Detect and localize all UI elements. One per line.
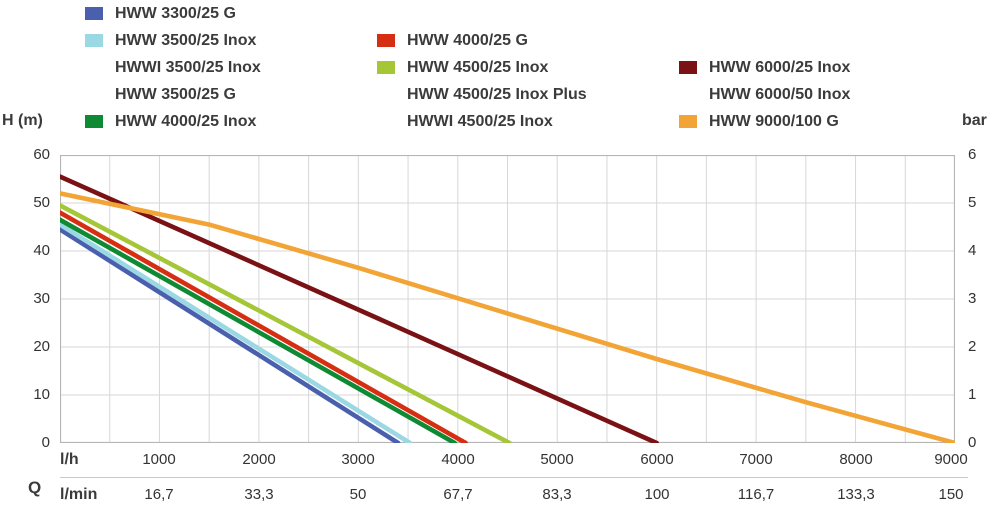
legend-swatch bbox=[85, 115, 103, 128]
legend-swatch bbox=[85, 7, 103, 20]
y-tick: 60 bbox=[33, 146, 50, 163]
y-tick: 2 bbox=[968, 338, 977, 355]
y-tick: 3 bbox=[968, 290, 977, 307]
legend-item: HWW 4000/25 Inox bbox=[85, 113, 256, 133]
legend-label: HWW 6000/25 Inox bbox=[709, 59, 851, 76]
x-tick-lmin: 100 bbox=[644, 486, 670, 503]
legend-swatch bbox=[679, 61, 697, 74]
x-tick-lmin: 83,3 bbox=[542, 486, 572, 503]
x-tick-lmin: 33,3 bbox=[244, 486, 274, 503]
legend-label: HWWI 4500/25 Inox bbox=[407, 113, 553, 130]
x-tick-lh: 4000 bbox=[441, 451, 475, 468]
legend-item: HWW 4500/25 Inox bbox=[377, 59, 548, 79]
legend-swatch bbox=[377, 61, 395, 74]
legend-swatch bbox=[85, 34, 103, 47]
x-tick-lh: 7000 bbox=[739, 451, 773, 468]
x-tick-lmin: 150 bbox=[938, 486, 964, 503]
legend-item: HWW 9000/100 G bbox=[679, 113, 839, 133]
series-line-hww-9000-100-g bbox=[60, 191, 955, 443]
series-line-hww-4000-25-g bbox=[60, 210, 469, 443]
legend-label: HWW 6000/50 Inox bbox=[709, 86, 851, 103]
legend-item: HWW 3500/25 Inox bbox=[85, 32, 256, 52]
legend-item: HWWI 4500/25 Inox bbox=[377, 113, 553, 133]
y-tick: 0 bbox=[41, 434, 50, 451]
series-line-hww-4000-25-inox bbox=[60, 217, 458, 443]
x-tick-lh: 3000 bbox=[341, 451, 375, 468]
y-tick: 40 bbox=[33, 242, 50, 259]
x-tick-lmin: 50 bbox=[349, 486, 367, 503]
legend-swatch bbox=[377, 34, 395, 47]
y-tick: 50 bbox=[33, 194, 50, 211]
legend-item: HWW 4000/25 G bbox=[377, 32, 528, 52]
series-line-hww-6000-25-inox bbox=[60, 174, 660, 443]
y-tick: 30 bbox=[33, 290, 50, 307]
x-tick-lh: 1000 bbox=[142, 451, 176, 468]
plot-area bbox=[60, 155, 955, 443]
legend-label: HWW 4000/25 G bbox=[407, 32, 528, 49]
legend-item: HWW 3300/25 G bbox=[85, 5, 236, 25]
y-tick: 20 bbox=[33, 338, 50, 355]
y-tick: 10 bbox=[33, 386, 50, 403]
legend-label: HWW 3500/25 Inox bbox=[115, 32, 257, 49]
legend-label: HWW 4000/25 Inox bbox=[115, 113, 257, 130]
series-line-hww-3500-25-inox bbox=[60, 222, 413, 443]
x-axis-unit-lmin: l/min bbox=[60, 486, 98, 503]
legend-item: HWW 4500/25 Inox Plus bbox=[377, 86, 587, 106]
legend-item: HWW 3500/25 G bbox=[85, 86, 236, 106]
y-tick: 4 bbox=[968, 242, 977, 259]
x-tick-lh: 5000 bbox=[540, 451, 574, 468]
x-axis-unit-lh: l/h bbox=[60, 451, 79, 468]
y-axis-right-title: bar bbox=[962, 112, 987, 129]
legend-label: HWW 3300/25 G bbox=[115, 5, 236, 22]
legend-item: HWW 6000/25 Inox bbox=[679, 59, 850, 79]
y-axis-left-title: H (m) bbox=[2, 112, 43, 129]
x-tick-lh: 8000 bbox=[839, 451, 873, 468]
legend-label: HWW 4500/25 Inox bbox=[407, 59, 549, 76]
y-tick: 0 bbox=[968, 434, 977, 451]
legend-label: HWW 4500/25 Inox Plus bbox=[407, 86, 587, 103]
x-tick-lh: 6000 bbox=[640, 451, 674, 468]
legend-item: HWW 6000/50 Inox bbox=[679, 86, 850, 106]
legend-label: HWW 9000/100 G bbox=[709, 113, 839, 130]
y-tick: 5 bbox=[968, 194, 977, 211]
y-tick: 6 bbox=[968, 146, 977, 163]
legend-item: HWWI 3500/25 Inox bbox=[85, 59, 261, 79]
legend-swatch bbox=[679, 115, 697, 128]
x-tick-lh: 2000 bbox=[242, 451, 276, 468]
legend-label: HWWI 3500/25 Inox bbox=[115, 59, 261, 76]
x-tick-lmin: 16,7 bbox=[144, 486, 174, 503]
x-tick-lmin: 67,7 bbox=[443, 486, 473, 503]
series-line-hww-3300-25-g bbox=[60, 227, 401, 443]
y-tick: 1 bbox=[968, 386, 977, 403]
series-line-hww-4500-25-inox bbox=[60, 203, 512, 443]
x-axis-separator bbox=[60, 477, 968, 478]
x-tick-lh: 9000 bbox=[934, 451, 968, 468]
legend-label: HWW 3500/25 G bbox=[115, 86, 236, 103]
x-tick-lmin: 133,3 bbox=[837, 486, 875, 503]
x-tick-lmin: 116,7 bbox=[737, 486, 775, 503]
x-axis-title: Q bbox=[28, 478, 42, 497]
